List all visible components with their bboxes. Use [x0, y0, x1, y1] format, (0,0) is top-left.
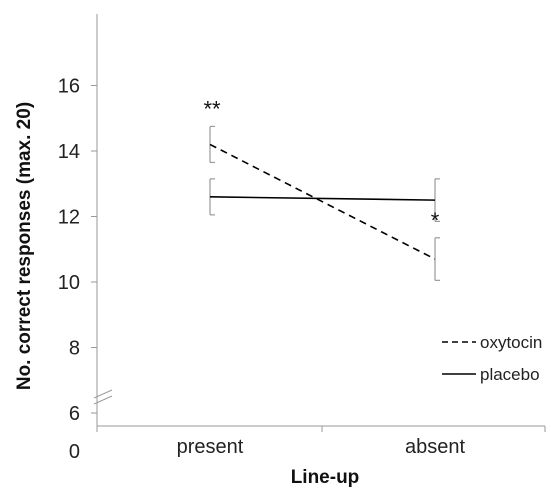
- y-tick-label: 10: [58, 272, 80, 294]
- series-lines: [209, 143, 436, 260]
- series-line-oxytocin: [209, 143, 436, 260]
- x-tick-labels: present absent: [177, 436, 466, 458]
- error-bars: [209, 125, 440, 281]
- x-tick-label: present: [177, 436, 244, 458]
- significance-markers: ***: [203, 96, 439, 232]
- significance-marker: *: [431, 208, 440, 233]
- y-tick-label: 0: [69, 441, 80, 463]
- y-tick-label: 12: [58, 207, 80, 229]
- y-tick-labels: 0 6 8 10 12 14 16: [58, 76, 80, 464]
- legend-oxytocin-label: oxytocin: [480, 333, 542, 352]
- axis-break-mark: [93, 389, 113, 399]
- axes: [91, 14, 546, 432]
- legend-placebo-label: placebo: [480, 365, 540, 384]
- y-axis-title: No. correct responses (max. 20): [14, 102, 35, 390]
- series-line-placebo: [209, 196, 436, 201]
- significance-marker: **: [203, 96, 221, 121]
- y-tick-label: 8: [69, 338, 80, 360]
- axis-break-mark: [93, 395, 113, 405]
- legend: oxytocin placebo: [442, 333, 542, 384]
- x-axis-title: Line-up: [291, 467, 360, 488]
- x-tick-label: absent: [405, 436, 465, 458]
- y-tick-label: 14: [58, 141, 80, 163]
- y-tick-label: 6: [69, 403, 80, 425]
- y-tick-label: 16: [58, 76, 80, 98]
